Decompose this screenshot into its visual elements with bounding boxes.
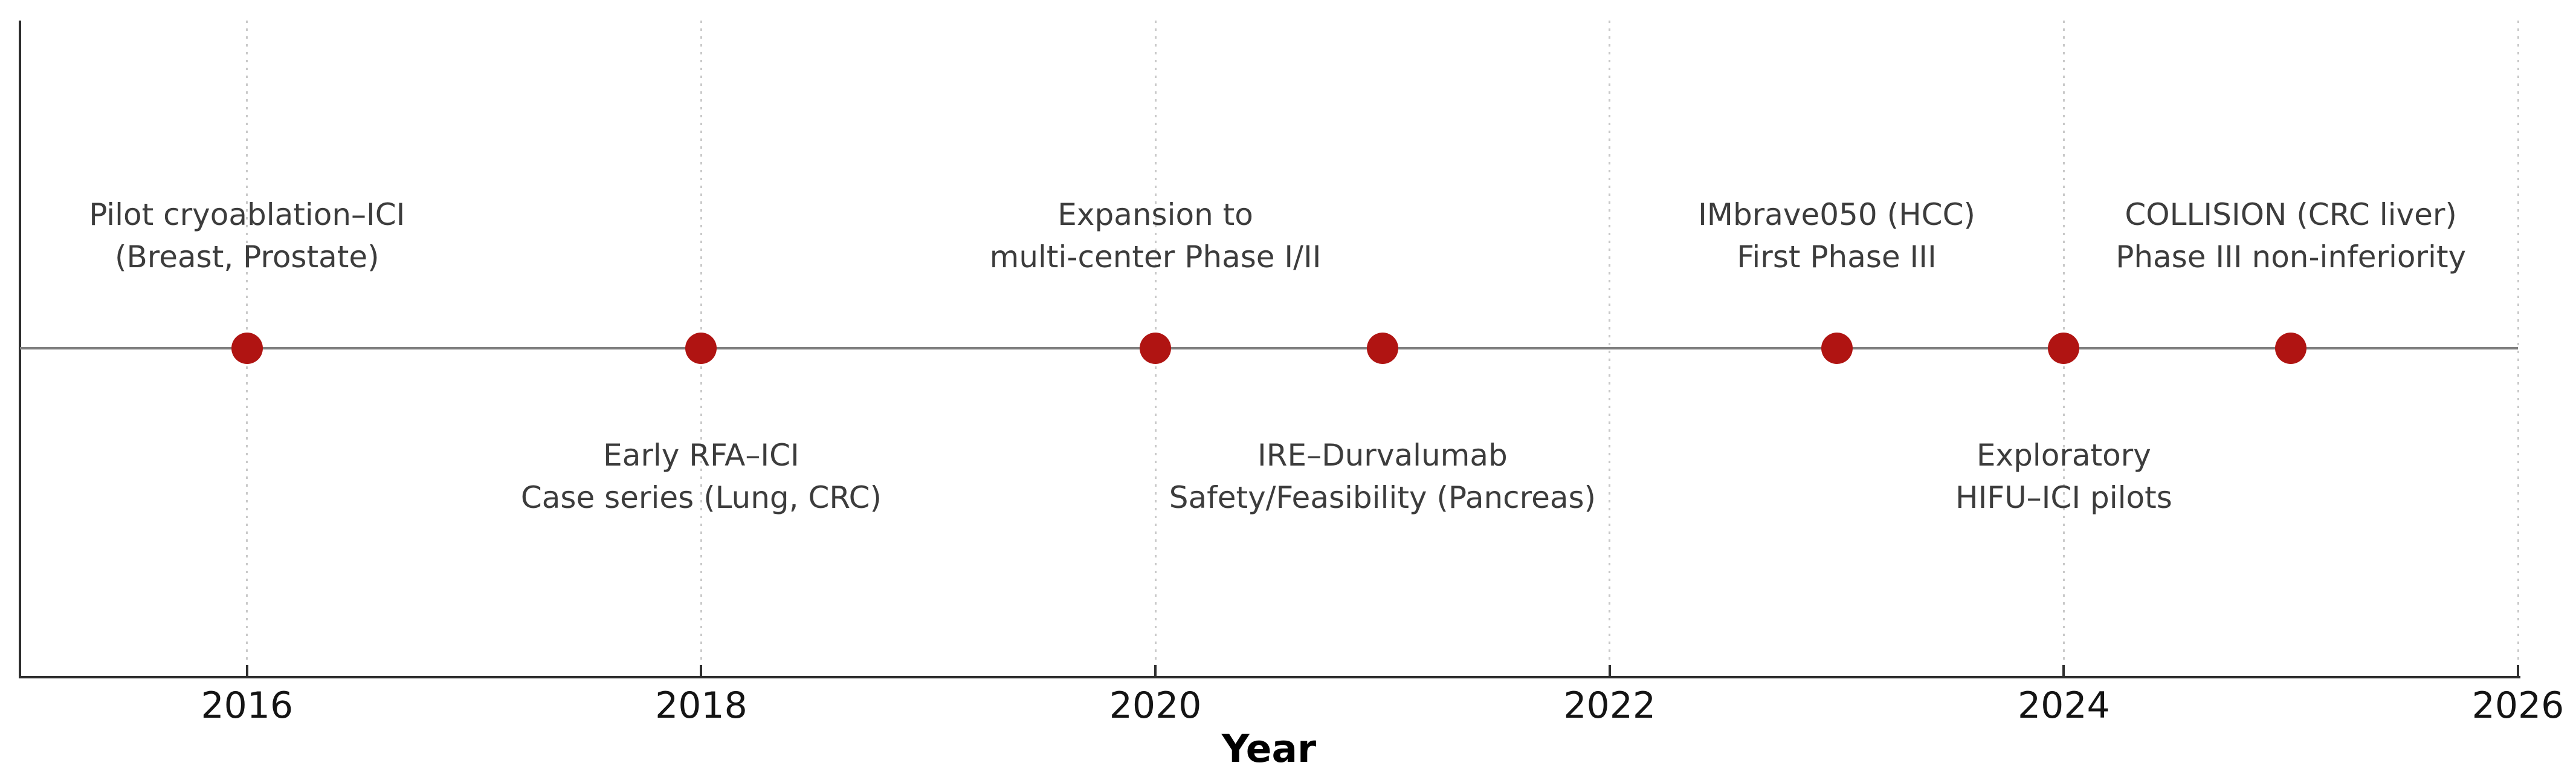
x-tick-mark-2016 (245, 665, 248, 676)
x-tick-mark-2024 (2062, 665, 2065, 676)
event-annotation-2016: Pilot cryoablation–ICI (Breast, Prostate) (89, 193, 405, 278)
annotation-line: (Breast, Prostate) (115, 239, 379, 275)
annotation-line: IRE–Durvalumab (1257, 438, 1508, 473)
event-marker-2018 (685, 333, 717, 364)
annotation-line: IMbrave050 (HCC) (1698, 197, 1975, 232)
annotation-line: Safety/Feasibility (Pancreas) (1169, 480, 1596, 515)
y-axis-spine (19, 21, 21, 678)
event-annotation-2025: COLLISION (CRC liver) Phase III non-infer… (2116, 193, 2466, 278)
year-gridline-2022 (1609, 21, 1611, 676)
year-gridline-2026 (2517, 21, 2519, 676)
annotation-line: Early RFA–ICI (603, 438, 799, 473)
x-axis-spine (19, 676, 2520, 678)
x-tick-mark-2026 (2517, 665, 2519, 676)
annotation-line: Phase III non-inferiority (2116, 239, 2467, 275)
x-tick-label-2026: 2026 (2471, 684, 2565, 727)
annotation-line: multi-center Phase I/II (989, 239, 1322, 275)
event-marker-2023 (1821, 333, 1853, 364)
x-tick-mark-2018 (700, 665, 703, 676)
x-tick-label-2020: 2020 (1109, 684, 1202, 727)
annotation-line: COLLISION (CRC liver) (2125, 197, 2457, 232)
x-tick-label-2024: 2024 (2018, 684, 2110, 727)
event-marker-2020 (1140, 333, 1172, 364)
annotation-line: Case series (Lung, CRC) (520, 480, 882, 515)
x-tick-label-2018: 2018 (655, 684, 747, 727)
annotation-line: Pilot cryoablation–ICI (89, 197, 405, 232)
event-annotation-2021: IRE–Durvalumab Safety/Feasibility (Pancre… (1169, 434, 1596, 519)
x-tick-mark-2022 (1608, 665, 1611, 676)
annotation-line: Expansion to (1057, 197, 1253, 232)
event-annotation-2023: IMbrave050 (HCC) First Phase III (1698, 193, 1975, 278)
event-annotation-2020: Expansion to multi-center Phase I/II (990, 193, 1322, 278)
x-tick-label-2016: 2016 (201, 684, 294, 727)
timeline-line (20, 347, 2518, 349)
x-axis-label: Year (1221, 727, 1317, 771)
x-tick-mark-2020 (1154, 665, 1157, 676)
event-annotation-2024: Exploratory HIFU–ICI pilots (1955, 434, 2172, 519)
event-marker-2016 (231, 333, 263, 364)
event-annotation-2018: Early RFA–ICI Case series (Lung, CRC) (521, 434, 882, 519)
annotation-line: HIFU–ICI pilots (1955, 480, 2172, 515)
event-marker-2024 (2048, 333, 2080, 364)
event-marker-2025 (2275, 333, 2307, 364)
event-marker-2021 (1366, 333, 1398, 364)
x-tick-label-2022: 2022 (1563, 684, 1656, 727)
annotation-line: First Phase III (1737, 239, 1937, 275)
annotation-line: Exploratory (1976, 438, 2151, 473)
